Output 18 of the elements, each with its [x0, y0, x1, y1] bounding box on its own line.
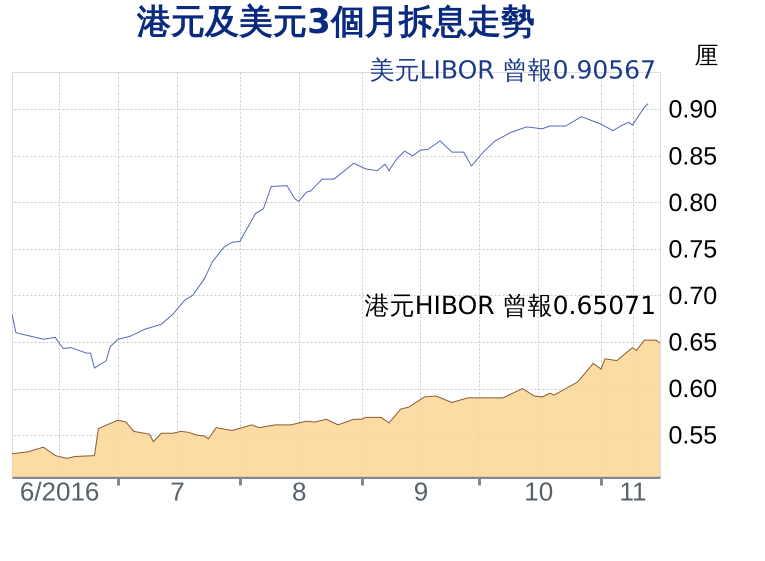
x-tick-label: 9 [414, 476, 428, 506]
y-tick-label: 0.55 [668, 422, 718, 450]
y-tick-label: 0.80 [668, 188, 718, 217]
series-label: 港元HIBOR 曾報0.65071 [364, 290, 656, 320]
y-tick-label: 0.65 [668, 328, 718, 356]
x-tick-label: 11 [620, 476, 647, 506]
y-tick-label: 0.70 [668, 282, 718, 310]
series-label: 美元LIBOR 曾報0.90567 [370, 56, 656, 85]
y-axis-title: 厘 [694, 42, 718, 70]
x-tick-label: 6/2016 [20, 476, 100, 506]
y-tick-label: 0.60 [668, 375, 718, 404]
x-tick-label: 10 [524, 476, 554, 506]
x-tick-label: 8 [292, 476, 306, 506]
y-tick-label: 0.75 [668, 235, 718, 264]
y-tick-label: 0.85 [668, 142, 718, 170]
x-tick-label: 7 [170, 476, 185, 506]
chart-title: 港元及美元3個月拆息走勢 [136, 2, 535, 42]
y-tick-label: 0.90 [668, 96, 718, 124]
